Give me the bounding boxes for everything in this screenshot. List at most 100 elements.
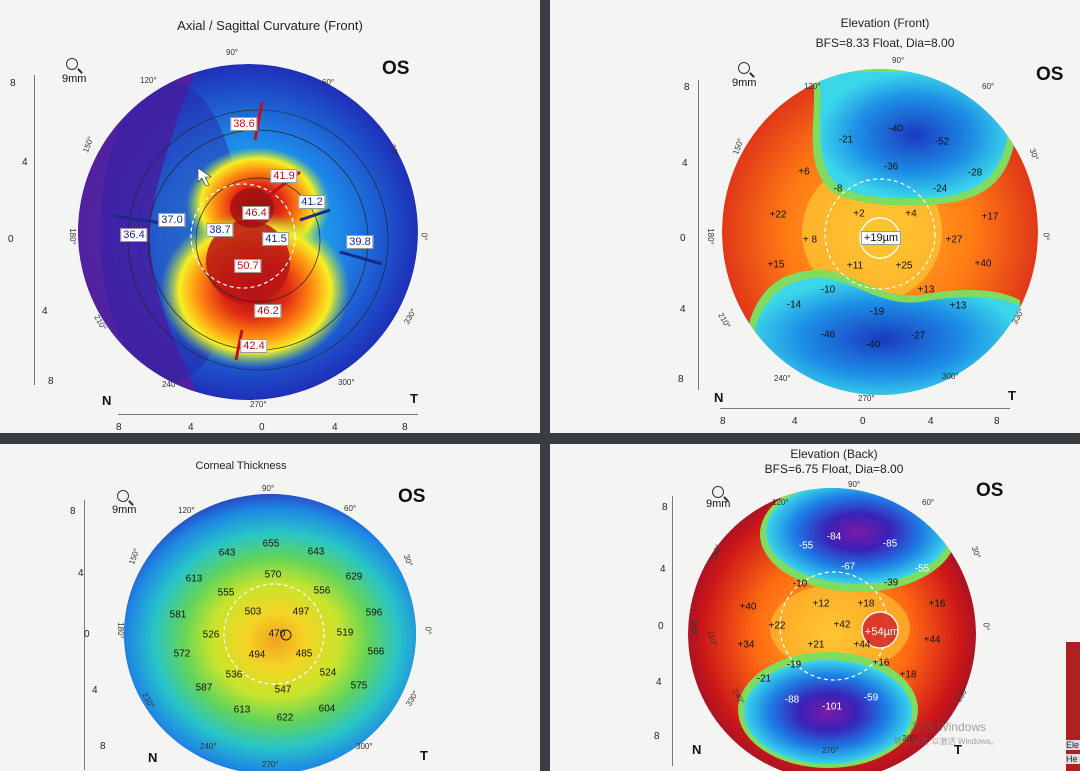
v-tick: 4 — [660, 564, 666, 575]
v-tick: 4 — [656, 677, 662, 688]
elevation-value: +4 — [905, 208, 917, 220]
degree-label: 90° — [226, 48, 239, 57]
elevation-value: -10 — [792, 578, 808, 590]
elevation-value: -46 — [820, 329, 836, 341]
elevation-front-panel: Elevation (Front) BFS=8.33 Float, Dia=8.… — [550, 0, 1080, 433]
zoom-label[interactable]: 9mm — [732, 77, 757, 89]
degree-label: 300° — [942, 372, 959, 381]
elevation-value: +21 — [807, 639, 825, 651]
elevation-back-panel: Elevation (Back) BFS=6.75 Float, Dia=8.0… — [550, 444, 1080, 771]
elevation-value: -67 — [840, 561, 856, 573]
v-tick: 4 — [42, 306, 48, 317]
panel-title: Axial / Sagittal Curvature (Front) — [177, 18, 363, 33]
nasal-label: N — [148, 750, 158, 765]
thickness-value: 497 — [292, 606, 310, 618]
elevation-value: +25 — [895, 260, 913, 272]
elevation-back-map[interactable] — [550, 444, 1080, 771]
h-tick: 0 — [259, 422, 265, 433]
zoom-magnifier-icon[interactable] — [712, 486, 724, 498]
corneal-thickness-map[interactable] — [0, 444, 540, 771]
elevation-value: +16 — [872, 657, 890, 669]
v-tick: 8 — [100, 741, 106, 752]
degree-label: 270° — [822, 746, 839, 755]
k-value-label: 46.2 — [254, 304, 282, 318]
center-elevation-value: +54µm — [864, 626, 900, 638]
thickness-value: 629 — [345, 571, 363, 583]
windows-activation-hint: 转到"设置"以激活 Windows。 — [894, 737, 999, 746]
v-tick: 0 — [658, 621, 664, 632]
degree-label: 180° — [115, 622, 125, 639]
elevation-value: -39 — [883, 577, 899, 589]
h-tick: 8 — [116, 422, 122, 433]
degree-label: 240° — [774, 374, 791, 383]
side-label: Ele — [1066, 740, 1080, 750]
degree-label: 0° — [981, 622, 991, 631]
v-tick: 8 — [678, 374, 684, 385]
elevation-value: +22 — [768, 620, 786, 632]
v-tick: 8 — [654, 731, 660, 742]
v-tick: 0 — [8, 234, 14, 245]
elevation-front-map[interactable] — [550, 0, 1080, 433]
axial-curvature-panel: Axial / Sagittal Curvature (Front) 9mm O… — [0, 0, 540, 433]
degree-label: 240° — [200, 742, 217, 751]
v-tick: 8 — [662, 502, 668, 513]
thickness-value: 643 — [218, 547, 236, 559]
eye-label: OS — [398, 486, 426, 507]
thickness-value: 526 — [202, 629, 220, 641]
k-value-label: 37.0 — [158, 213, 186, 227]
thickness-value: 536 — [225, 669, 243, 681]
degree-label: 120° — [140, 76, 157, 85]
degree-label: 270° — [262, 760, 279, 769]
temporal-label: T — [410, 391, 418, 406]
zoom-magnifier-icon[interactable] — [117, 490, 129, 502]
elevation-value: +16 — [928, 598, 946, 610]
elevation-value: +18 — [899, 669, 917, 681]
thickness-value: 494 — [248, 649, 266, 661]
axial-curvature-map[interactable] — [0, 0, 540, 433]
zoom-label[interactable]: 9mm — [62, 73, 87, 85]
elevation-value: -55 — [914, 563, 930, 575]
v-tick: 4 — [92, 685, 98, 696]
degree-label: 90° — [848, 480, 861, 489]
thickness-value: 604 — [318, 703, 336, 715]
elevation-value: +44 — [923, 634, 941, 646]
degree-label: 60° — [982, 82, 995, 91]
h-tick: 8 — [994, 416, 1000, 427]
degree-label: 0° — [419, 232, 429, 241]
elevation-value: -14 — [786, 299, 802, 311]
degree-label: 120° — [772, 498, 789, 507]
panel-subtitle: BFS=8.33 Float, Dia=8.00 — [815, 36, 955, 50]
thickness-value: 547 — [274, 684, 292, 696]
thickness-value: 485 — [295, 648, 313, 660]
degree-label: 0° — [1041, 232, 1051, 241]
panel-title: Elevation (Back) — [790, 447, 878, 461]
elevation-value: +40 — [739, 601, 757, 613]
elevation-value: -19 — [786, 659, 802, 671]
thickness-value: 503 — [244, 606, 262, 618]
degree-label: 300° — [338, 378, 355, 387]
elevation-value: +18 — [857, 598, 875, 610]
elevation-value: -59 — [863, 692, 879, 704]
k-value-label: 38.7 — [206, 223, 234, 237]
zoom-magnifier-icon[interactable] — [738, 62, 750, 74]
elevation-value: +17 — [981, 211, 999, 223]
eye-label: OS — [1036, 64, 1064, 85]
thickness-value: 613 — [185, 573, 203, 585]
elevation-value: -52 — [934, 136, 950, 148]
elevation-value: -24 — [932, 183, 948, 195]
k-value-label: 36.4 — [120, 228, 148, 242]
elevation-value: +13 — [949, 300, 967, 312]
zoom-magnifier-icon[interactable] — [66, 58, 78, 70]
h-tick: 4 — [332, 422, 338, 433]
k-value-label: 46.4 — [242, 206, 270, 220]
elevation-value: -10 — [820, 284, 836, 296]
elevation-value: -28 — [967, 167, 983, 179]
zoom-label[interactable]: 9mm — [112, 504, 137, 516]
elevation-value: +40 — [974, 258, 992, 270]
elevation-value: -27 — [910, 330, 926, 342]
k-value-label: 38.6 — [230, 117, 258, 131]
zoom-label[interactable]: 9mm — [706, 498, 731, 510]
k-value-label: 41.5 — [262, 232, 290, 246]
degree-label: 90° — [262, 484, 275, 493]
panel-title: Corneal Thickness — [195, 460, 287, 472]
